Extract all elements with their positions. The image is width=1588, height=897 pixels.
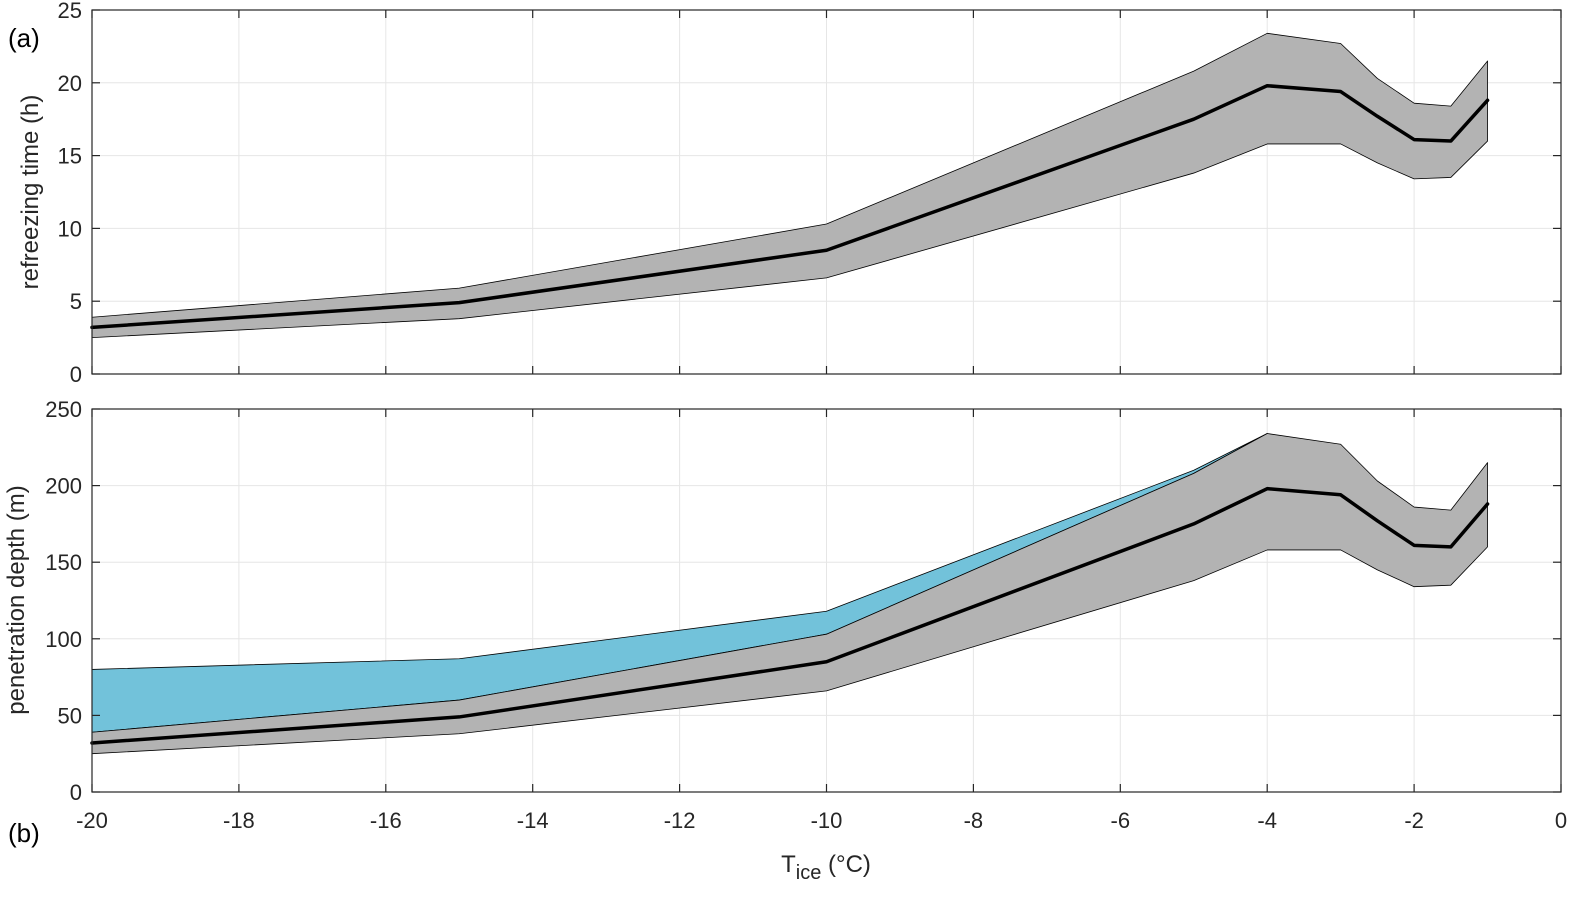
panel-b-range-band	[91, 433, 1488, 755]
panel-a-y-tick-label-3: 15	[58, 144, 82, 169]
panel-a-y-tick-label-2: 10	[58, 216, 82, 241]
panel-b-x-tick-label-0: -20	[76, 808, 108, 833]
panel-a-y-axis-title: refreezing time (h)	[17, 95, 44, 290]
panel-b-x-tick-label-6: -8	[964, 808, 984, 833]
panel-b-x-tick-label-3: -14	[517, 808, 549, 833]
panel-b-y-axis-title: penetration depth (m)	[3, 485, 30, 714]
panel-b-x-tick-label-8: -4	[1257, 808, 1277, 833]
panel-b-x-tick-label-10: 0	[1555, 808, 1567, 833]
panel-a-y-tick-label-0: 0	[70, 362, 82, 387]
panel-a-bands	[91, 32, 1488, 339]
panel-a-y-tick-label-4: 20	[58, 71, 82, 96]
panel-b-y-tick-label-3: 150	[45, 550, 82, 575]
panel-b-y-tick-label-0: 0	[70, 780, 82, 805]
x-axis-title: Tice (°C)	[781, 851, 871, 884]
panel-a-y-ticks: 0 5 10 15 20 25	[58, 0, 1561, 387]
panel-b-x-tick-label-7: -6	[1111, 808, 1131, 833]
panel-b-x-tick-label-4: -12	[664, 808, 696, 833]
x-axis-title-subscript: ice	[796, 862, 822, 884]
panel-b-y-tick-label-1: 50	[58, 703, 82, 728]
panel-b-x-tick-label-1: -18	[223, 808, 255, 833]
panel-b-y-ticks: 0 50 100 150 200 250	[45, 397, 1561, 805]
panel-b-y-tick-label-2: 100	[45, 627, 82, 652]
x-axis-title-main: T	[781, 851, 796, 878]
panel-a: 0 5 10 15 20 25 refreezing time (h) (a)	[8, 0, 1562, 387]
panel-b-lines	[90, 486, 1490, 745]
panel-b-x-ticks: -20 -18 -16 -14 -12 -10 -8 -6 -4 -2 0	[76, 409, 1567, 833]
panel-a-lines	[90, 83, 1490, 330]
panel-b: -20 -18 -16 -14 -12 -10 -8 -6 -4 -2 0 050100150200…	[3, 397, 1567, 884]
panel-b-x-tick-label-2: -16	[370, 808, 402, 833]
panel-a-y-tick-label-5: 25	[58, 0, 82, 23]
panel-b-y-tick-label-4: 200	[45, 474, 82, 499]
panel-b-x-tick-label-5: -10	[811, 808, 843, 833]
panel-b-label: (b)	[8, 818, 40, 848]
panel-a-range-band	[91, 32, 1488, 339]
panel-a-x-ticks	[91, 10, 1562, 374]
panel-b-bands	[91, 433, 1488, 755]
panel-a-y-tick-label-1: 5	[70, 289, 82, 314]
panel-b-mean-line	[90, 486, 1490, 745]
panel-a-label: (a)	[8, 23, 40, 53]
panel-a-mean-line	[90, 83, 1490, 330]
panel-b-y-tick-label-5: 250	[45, 397, 82, 422]
panel-b-x-tick-label-9: -2	[1404, 808, 1424, 833]
x-axis-title-unit: (°C)	[821, 851, 871, 878]
